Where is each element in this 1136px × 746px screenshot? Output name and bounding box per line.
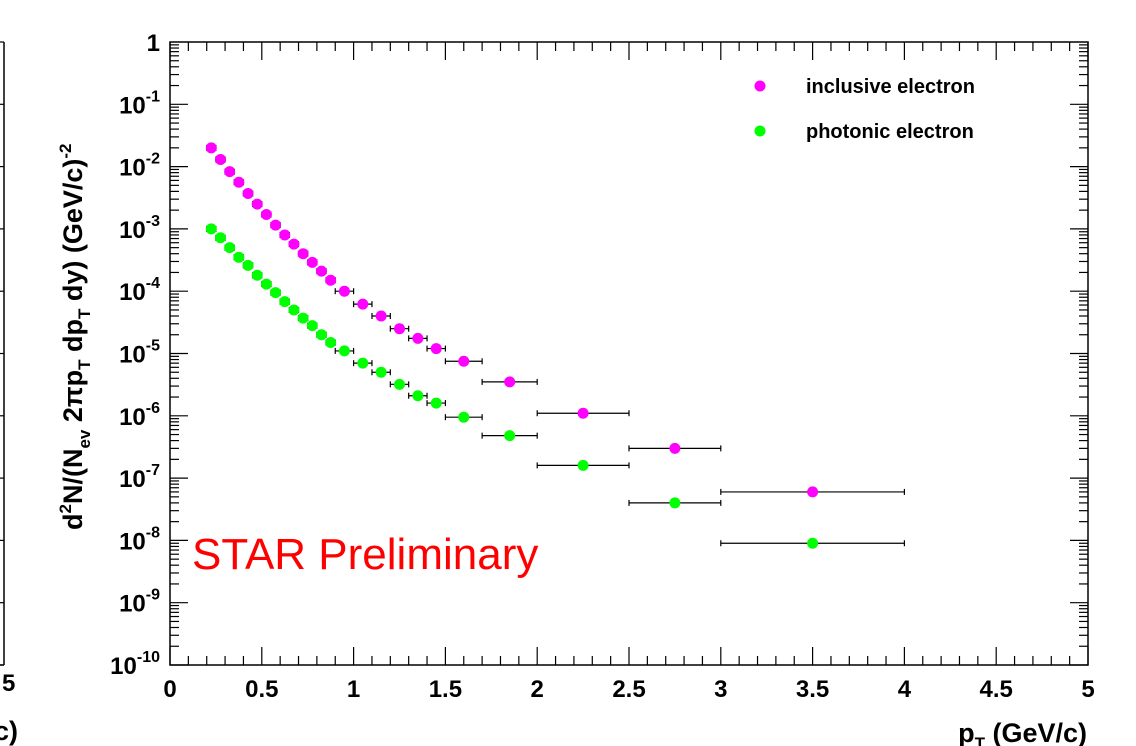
legend-marker — [754, 80, 766, 92]
data-point — [375, 310, 387, 322]
x-tick-label: 1.5 — [429, 676, 462, 703]
data-point — [306, 256, 318, 268]
data-point — [260, 278, 272, 290]
data-point — [375, 366, 387, 378]
x-tick-label: 3 — [714, 676, 727, 703]
y-tick-label: 10-5 — [119, 338, 160, 369]
legend-label: photonic electron — [806, 121, 974, 143]
data-point — [205, 223, 217, 235]
data-point — [315, 329, 327, 341]
legend-marker — [754, 125, 766, 137]
data-point — [242, 259, 254, 271]
data-point — [279, 296, 291, 308]
legend: inclusive electron photonic electron — [754, 76, 975, 143]
data-point — [412, 332, 424, 344]
data-point — [504, 430, 516, 442]
data-point — [458, 411, 470, 423]
data-point — [504, 376, 516, 388]
x-tick-label: 0 — [163, 676, 176, 703]
data-point — [577, 407, 589, 419]
left-panel-x-tick-label: 5 — [2, 670, 15, 697]
data-point — [315, 265, 327, 277]
star-preliminary-annotation: STAR Preliminary — [192, 530, 538, 579]
data-point — [430, 343, 442, 355]
data-point — [279, 229, 291, 241]
data-point — [214, 232, 226, 244]
x-tick-label: 2 — [531, 676, 544, 703]
x-tick-label: 2.5 — [612, 676, 645, 703]
data-point — [338, 285, 350, 297]
data-point — [577, 459, 589, 471]
left-panel-fragment: 5 c) — [0, 41, 18, 746]
data-point — [288, 304, 300, 316]
data-markers — [205, 142, 819, 549]
legend-label: inclusive electron — [806, 76, 975, 98]
axis-ticks — [169, 42, 1089, 666]
x-tick-label: 5 — [1081, 676, 1094, 703]
data-point — [807, 537, 819, 549]
data-point — [270, 287, 282, 299]
data-point — [338, 345, 350, 357]
y-tick-label: 10-4 — [119, 275, 160, 306]
data-point — [669, 497, 681, 509]
data-point — [260, 209, 272, 221]
y-tick-label: 10-2 — [119, 151, 160, 182]
y-tick-label: 10-9 — [119, 587, 160, 618]
data-point — [394, 323, 405, 335]
data-point — [412, 390, 424, 402]
data-point — [251, 198, 263, 210]
data-point — [394, 378, 405, 390]
data-point — [306, 320, 318, 332]
data-point — [288, 238, 300, 250]
x-tick-label: 4.5 — [980, 676, 1013, 703]
y-tick-label: 10-1 — [119, 88, 160, 119]
data-point — [297, 248, 309, 260]
data-point — [233, 251, 245, 263]
y-axis-title: d2N/(Nev 2πpT dpT dy) (GeV/c)-2 — [56, 143, 94, 530]
data-point — [458, 355, 470, 367]
data-point — [325, 337, 337, 349]
data-point — [251, 269, 263, 281]
data-point — [214, 154, 226, 166]
y-tick-label: 10-8 — [119, 524, 160, 555]
data-point — [224, 166, 236, 178]
y-tick-label: 10-3 — [119, 213, 160, 244]
data-point — [357, 298, 369, 310]
x-tick-label: 0.5 — [245, 676, 278, 703]
data-point — [205, 142, 217, 154]
data-point — [669, 442, 681, 454]
x-tick-label: 3.5 — [796, 676, 829, 703]
y-tick-label: 10-6 — [119, 400, 160, 431]
x-tick-label: 1 — [347, 676, 360, 703]
data-point — [325, 274, 337, 286]
data-point — [224, 242, 236, 254]
left-panel-x-axis-title-fragment: c) — [0, 716, 18, 746]
data-point — [242, 188, 254, 200]
y-tick-labels: 1 10-1 10-2 10-3 10-4 10-5 10-6 10-7 10-8 10-9 10-… — [110, 30, 160, 680]
error-bars — [206, 144, 906, 547]
data-point — [233, 176, 245, 188]
data-point — [807, 486, 819, 498]
x-tick-label: 4 — [898, 676, 912, 703]
data-point — [430, 397, 442, 409]
x-axis-title: pT (GeV/c) — [958, 718, 1087, 746]
y-tick-label: 10-10 — [110, 649, 160, 680]
y-tick-label: 10-7 — [119, 462, 160, 493]
y-tick-label: 1 — [147, 30, 160, 57]
data-point — [270, 219, 282, 231]
data-point — [357, 357, 369, 369]
x-tick-labels: 0 0.5 1 1.5 2 2.5 3 3.5 4 4.5 5 — [163, 676, 1094, 703]
data-point — [297, 312, 309, 324]
